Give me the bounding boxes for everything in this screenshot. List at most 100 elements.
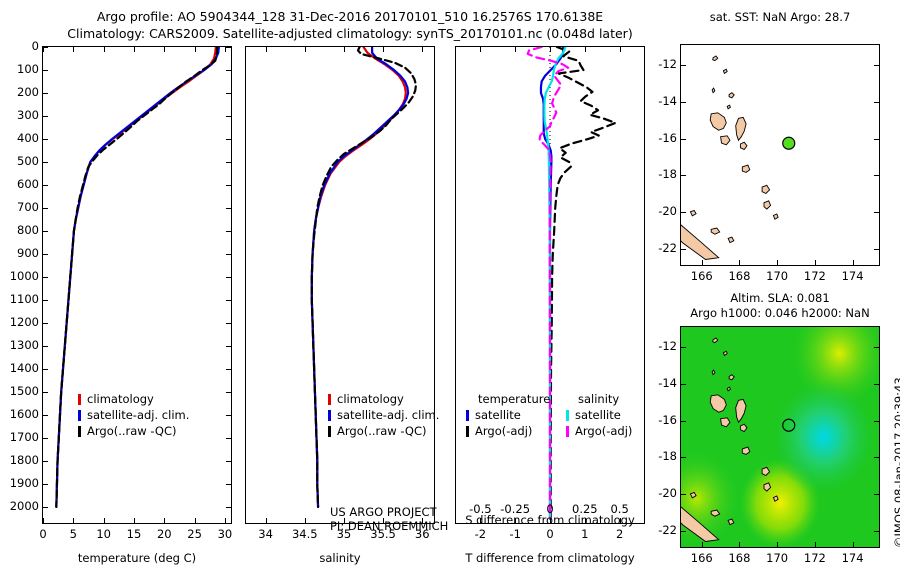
difference-legend-label: satellite	[575, 408, 621, 422]
x-tick	[103, 47, 105, 52]
x-tick	[304, 47, 306, 52]
salinity-legend-header: salinity	[578, 392, 620, 406]
x-tick	[515, 47, 517, 52]
map-x-tick-label: 172	[803, 269, 826, 283]
depth-tick-label: 0	[31, 39, 39, 53]
temperature-legend-swatch	[78, 394, 81, 405]
depth-tick	[226, 207, 231, 209]
x-tick-label: 25	[187, 527, 202, 541]
x-tick-label-top: -0.25	[500, 502, 531, 516]
depth-tick-label: 900	[17, 245, 39, 260]
depth-tick-label: 400	[17, 130, 39, 145]
depth-tick	[43, 391, 48, 393]
depth-tick	[226, 437, 231, 439]
x-tick-label: 30	[217, 527, 233, 541]
depth-tick	[43, 207, 48, 209]
depth-tick	[226, 460, 231, 462]
depth-tick	[43, 138, 48, 140]
x-tick	[265, 518, 267, 523]
temperature-profile-panel	[42, 46, 232, 524]
map-y-tick-label: -14	[658, 93, 677, 108]
depth-tick-label: 600	[17, 176, 39, 191]
map-y-tick-label: -14	[658, 375, 677, 390]
x-tick	[194, 518, 196, 523]
depth-tick	[43, 92, 48, 94]
x-tick-label-bottom: 2	[615, 527, 624, 541]
depth-tick	[226, 92, 231, 94]
depth-tick	[43, 299, 48, 301]
x-tick-label-bottom: 1	[581, 527, 589, 541]
difference-legend-label: satellite	[475, 408, 521, 422]
x-tick	[224, 518, 226, 523]
salinity-legend-swatch	[328, 426, 331, 437]
depth-tick	[226, 276, 231, 278]
map-y-tick	[874, 420, 879, 422]
salinity-legend-swatch	[328, 410, 331, 421]
depth-tick-label: 200	[17, 84, 39, 99]
x-tick	[343, 47, 345, 52]
x-tick-label: 15	[126, 527, 142, 541]
map-y-tick	[874, 138, 879, 140]
temperature-legend-label: Argo(..raw -QC)	[87, 424, 177, 438]
depth-tick	[43, 483, 48, 485]
map-y-tick	[681, 101, 686, 103]
map-y-tick	[874, 211, 879, 213]
x-tick-label: 0	[39, 527, 47, 541]
map-y-tick	[874, 101, 879, 103]
map-x-tick-label: 168	[728, 551, 751, 565]
x-tick	[584, 47, 586, 52]
map-x-tick-label: 170	[766, 551, 789, 565]
map-x-tick	[701, 260, 703, 265]
x-tick-label: 34.5	[291, 527, 318, 541]
x-tick	[619, 47, 621, 52]
x-tick-label-bottom: -2	[474, 527, 487, 541]
difference-legend-label: Argo(-adj)	[575, 424, 633, 438]
sst-map-plot	[681, 45, 879, 265]
x-tick-label-bottom: -1	[509, 527, 521, 541]
salinity-profile-panel	[245, 46, 435, 524]
salinity-profile-plot	[246, 47, 434, 523]
us-argo-project-label: US ARGO PROJECT	[330, 505, 437, 519]
map-y-tick	[874, 493, 879, 495]
depth-tick	[43, 184, 48, 186]
map-x-tick	[852, 542, 854, 547]
sla-map-title-line2: Argo h1000: 0.046 h2000: NaN	[690, 306, 870, 320]
depth-tick-label: 1700	[9, 429, 39, 444]
x-tick	[133, 518, 135, 523]
depth-tick-label: 700	[17, 199, 39, 214]
depth-tick	[226, 506, 231, 508]
depth-tick	[226, 414, 231, 416]
salinity-legend-label: climatology	[337, 392, 404, 406]
map-y-tick	[681, 493, 686, 495]
depth-tick	[43, 437, 48, 439]
x-tick	[73, 518, 75, 523]
map-y-tick	[874, 248, 879, 250]
map-y-tick	[681, 420, 686, 422]
map-x-tick	[701, 542, 703, 547]
difference-profile-plot	[456, 47, 644, 523]
x-tick-label: 34	[258, 527, 273, 541]
map-x-tick	[852, 260, 854, 265]
map-y-tick-label: -12	[658, 57, 677, 72]
map-y-tick-label: -16	[658, 130, 677, 145]
depth-tick-label: 1200	[9, 314, 39, 329]
map-y-tick	[681, 175, 686, 177]
map-x-tick	[739, 260, 741, 265]
map-x-tick-label: 170	[766, 269, 789, 283]
map-y-tick-label: -22	[658, 522, 677, 537]
temperature-profile-plot	[43, 47, 231, 523]
x-tick-label: 36	[414, 527, 430, 541]
x-tick	[103, 518, 105, 523]
map-y-tick	[681, 211, 686, 213]
map-y-tick	[874, 383, 879, 385]
x-tick-label-top: 0.5	[610, 502, 629, 516]
x-tick	[133, 47, 135, 52]
map-x-tick-label: 174	[841, 551, 864, 565]
x-tick	[265, 47, 267, 52]
map-y-tick	[681, 138, 686, 140]
x-tick	[383, 518, 385, 523]
map-y-tick-label: -18	[658, 449, 677, 464]
depth-tick-label: 1000	[9, 268, 39, 283]
x-tick-label-top: 0.25	[572, 502, 598, 516]
difference-legend-label: Argo(-adj)	[475, 424, 533, 438]
